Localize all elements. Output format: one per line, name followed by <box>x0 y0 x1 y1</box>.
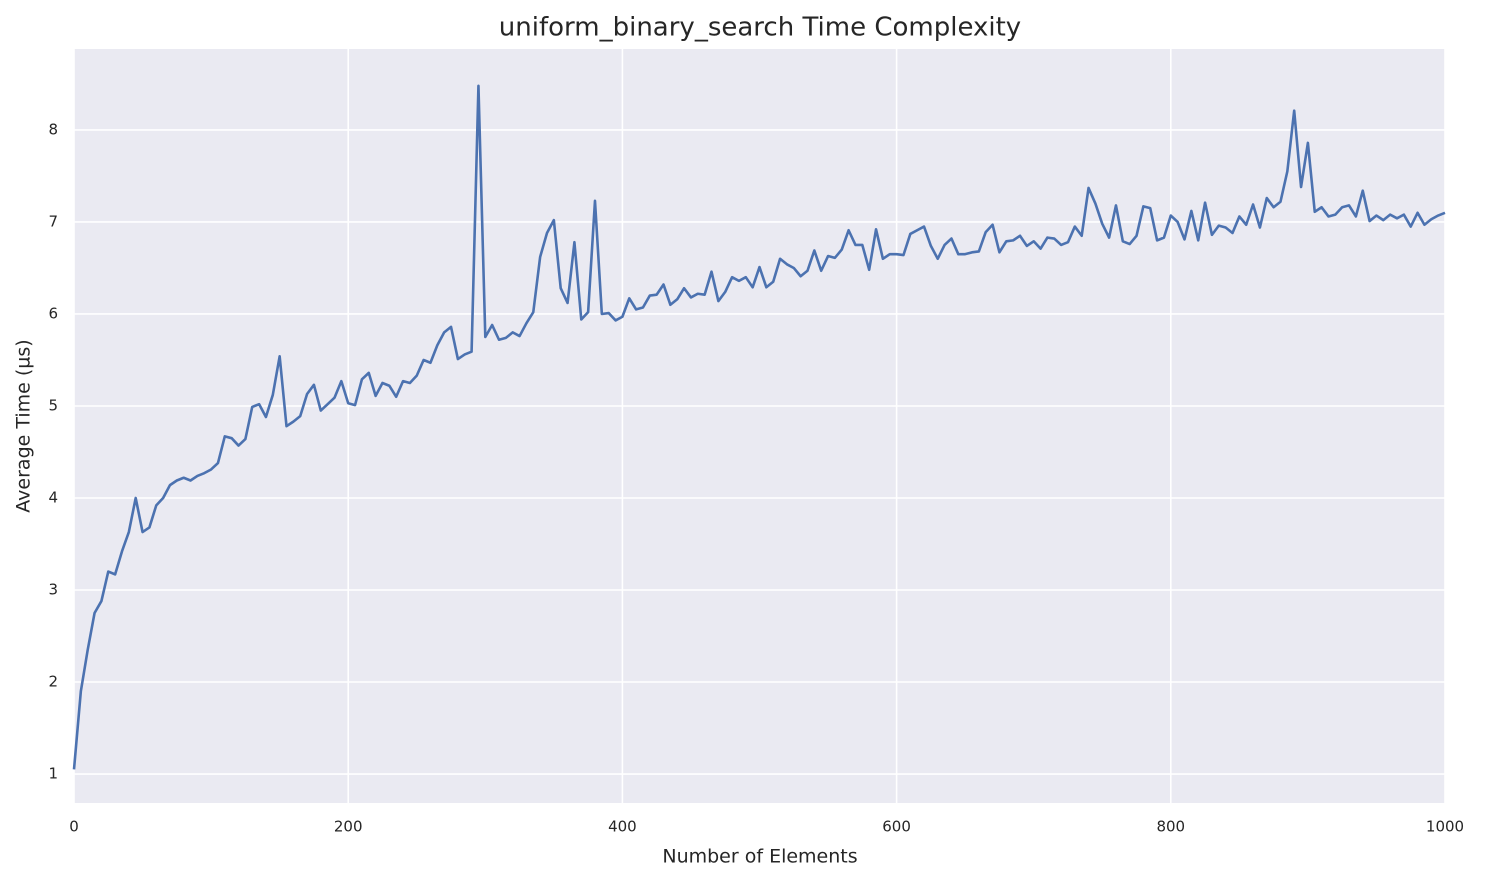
chart-title: uniform_binary_search Time Complexity <box>499 13 1021 43</box>
x-tick-label: 1000 <box>1426 818 1464 836</box>
y-tick-label: 1 <box>48 765 58 783</box>
data-line <box>72 84 1446 770</box>
x-tick-label: 400 <box>608 818 637 836</box>
y-axis-label: Average Time (µs) <box>13 339 35 512</box>
y-tick-label: 7 <box>48 212 58 230</box>
y-tick-label: 3 <box>48 581 58 599</box>
x-tick-label: 0 <box>69 818 79 836</box>
y-tick-label: 2 <box>48 673 58 691</box>
y-tick-label: 6 <box>48 304 58 322</box>
y-tick-label: 5 <box>48 396 58 414</box>
plot-area <box>74 49 1445 803</box>
y-tick-label: 4 <box>48 488 58 506</box>
x-tick-label: 200 <box>334 818 363 836</box>
x-tick-label: 600 <box>882 818 911 836</box>
x-tick-label: 800 <box>1156 818 1185 836</box>
x-axis-label: Number of Elements <box>662 846 857 868</box>
y-tick-label: 8 <box>48 120 58 138</box>
